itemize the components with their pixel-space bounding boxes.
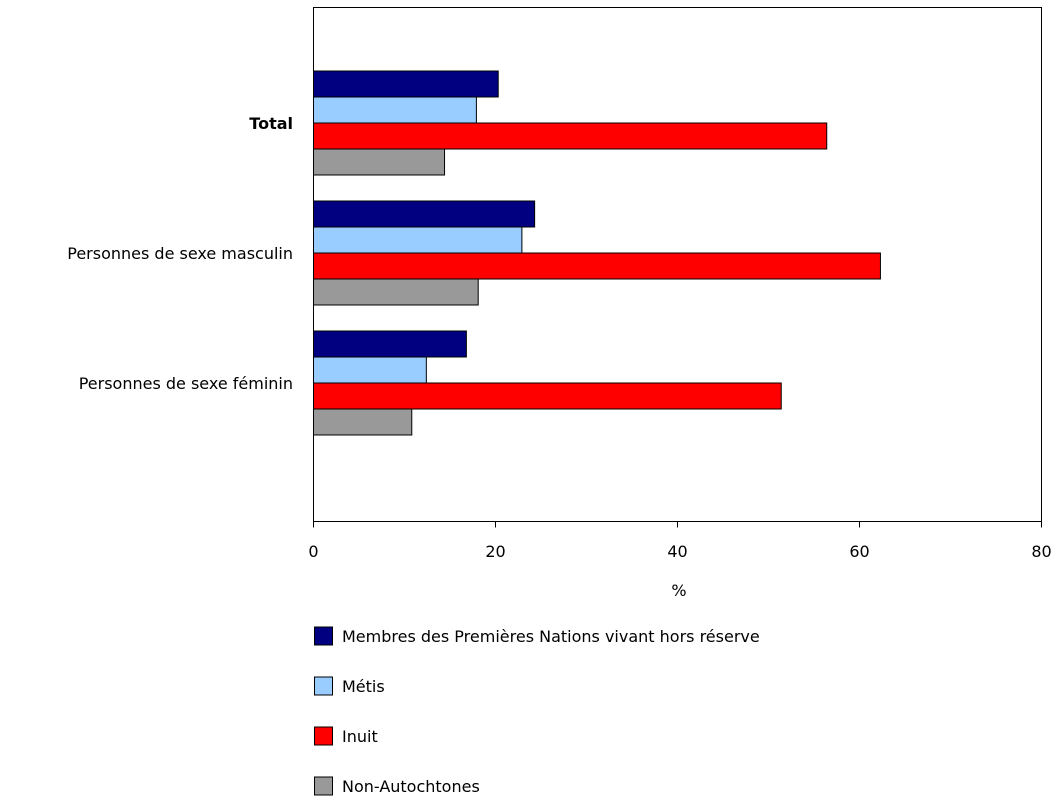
- legend-swatch: [314, 626, 333, 646]
- bar-group: [313, 70, 881, 436]
- bar-1-1: [313, 226, 523, 254]
- bar-2-0: [313, 330, 467, 358]
- x-axis-title: %: [671, 581, 686, 600]
- legend-label: Métis: [342, 677, 385, 696]
- bar-2-1: [313, 356, 427, 384]
- bar-1-2: [313, 252, 881, 280]
- value-axis: 0 20 40 60 80: [308, 521, 1052, 561]
- bar-1-3: [313, 278, 479, 306]
- bar-0-1: [313, 96, 477, 124]
- bar-0-3: [313, 148, 446, 176]
- bar-0-0: [313, 70, 499, 98]
- x-tick-label: 0: [308, 542, 318, 561]
- category-axis: Total Personnes de sexe masculin Personnes…: [67, 114, 293, 393]
- legend-swatch: [314, 726, 333, 746]
- x-tick-label: 20: [485, 542, 505, 561]
- bar-2-2: [313, 382, 782, 410]
- legend-swatch: [314, 776, 333, 796]
- category-label: Total: [249, 114, 293, 133]
- legend-label: Inuit: [342, 727, 378, 746]
- category-label: Personnes de sexe masculin: [67, 244, 293, 263]
- x-tick-label: 80: [1031, 542, 1051, 561]
- x-tick-label: 60: [849, 542, 869, 561]
- bar-1-0: [313, 200, 536, 228]
- x-tick-label: 40: [667, 542, 687, 561]
- bar-2-3: [313, 408, 413, 436]
- legend-swatch: [314, 676, 333, 696]
- bar-0-2: [313, 122, 828, 150]
- legend-label: Non-Autochtones: [342, 777, 480, 796]
- category-label: Personnes de sexe féminin: [79, 374, 293, 393]
- legend-label: Membres des Premières Nations vivant hor…: [342, 627, 760, 646]
- legend: Membres des Premières Nations vivant hor…: [314, 626, 760, 796]
